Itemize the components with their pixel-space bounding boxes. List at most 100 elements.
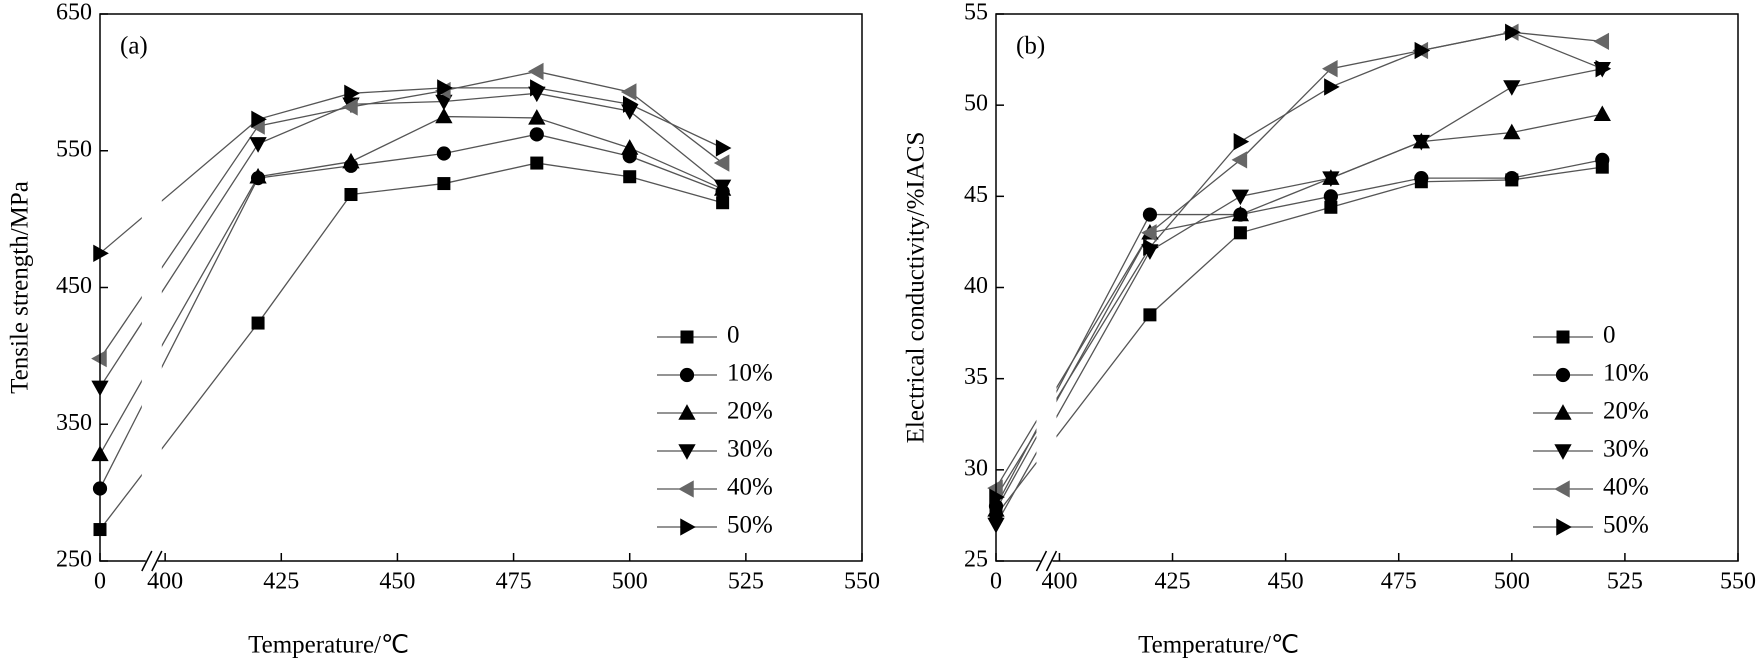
legend-marker xyxy=(678,404,696,420)
data-point xyxy=(344,84,360,102)
data-point xyxy=(1233,226,1247,240)
y-axis-label: Tensile strength/MPa xyxy=(7,181,34,394)
y-tick-label: 350 xyxy=(56,410,92,436)
x-tick-label: 450 xyxy=(1268,569,1304,595)
data-point xyxy=(1141,224,1157,242)
x-axis-label: Temperature/℃ xyxy=(248,632,409,659)
legend-label: 10% xyxy=(1603,360,1649,387)
data-point xyxy=(1595,152,1610,167)
x-tick-label: 500 xyxy=(1494,569,1530,595)
series-line xyxy=(995,166,1603,516)
legend-marker xyxy=(680,330,694,344)
legend-label: 40% xyxy=(1603,474,1649,501)
x-tick-label: 525 xyxy=(728,569,764,595)
data-point xyxy=(342,98,358,116)
data-point xyxy=(530,156,544,170)
axis-break-gap xyxy=(145,558,158,564)
y-tick-label: 45 xyxy=(964,182,988,208)
data-point xyxy=(251,316,265,330)
data-point xyxy=(1503,123,1521,140)
data-point xyxy=(1322,171,1340,187)
x-tick-label: 400 xyxy=(1041,569,1077,595)
data-point xyxy=(91,349,107,368)
y-tick-label: 550 xyxy=(56,136,92,162)
data-point xyxy=(344,188,358,202)
legend-marker xyxy=(1556,518,1572,536)
x-tick-label: 550 xyxy=(844,569,880,595)
data-point xyxy=(1142,207,1158,222)
data-point xyxy=(342,152,360,169)
x-tick-label: 0 xyxy=(990,569,1002,595)
legend-label: 50% xyxy=(727,512,773,539)
data-point xyxy=(1231,189,1250,206)
data-point xyxy=(93,244,109,262)
x-tick-label: 450 xyxy=(379,569,415,595)
series-line xyxy=(99,115,723,455)
panel-label: (a) xyxy=(120,33,148,60)
data-point xyxy=(249,167,267,184)
axis-break-mark xyxy=(141,550,153,572)
panel-label: (b) xyxy=(1016,33,1045,60)
legend-label: 30% xyxy=(1603,436,1649,463)
series-line xyxy=(995,31,1603,489)
legend-label: 50% xyxy=(1603,512,1649,539)
y-tick-label: 35 xyxy=(964,364,988,390)
x-tick-label: 400 xyxy=(147,569,183,595)
data-point xyxy=(1593,32,1610,50)
data-point xyxy=(437,177,451,191)
data-point xyxy=(620,83,637,101)
y-tick-label: 250 xyxy=(56,547,92,573)
series-line xyxy=(99,162,723,530)
axis-break-mask xyxy=(141,15,162,561)
x-tick-label: 525 xyxy=(1607,569,1643,595)
y-tick-label: 50 xyxy=(964,91,988,117)
axis-break-mask xyxy=(1036,15,1057,561)
legend-marker xyxy=(1554,480,1570,498)
axis-break-mark xyxy=(1035,550,1048,572)
axis-break-mark xyxy=(1045,550,1058,572)
data-point xyxy=(1593,105,1611,122)
x-tick-label: 425 xyxy=(1155,569,1191,595)
legend-marker xyxy=(679,367,695,383)
data-point xyxy=(1233,132,1250,151)
legend-marker xyxy=(1554,404,1572,420)
axis-break-mark xyxy=(151,550,163,572)
y-tick-label: 30 xyxy=(964,455,988,481)
series-line xyxy=(995,31,1603,498)
series-line xyxy=(99,92,724,388)
data-point xyxy=(621,139,639,155)
data-point xyxy=(528,109,546,125)
legend-marker xyxy=(1556,330,1570,344)
legend-label: 20% xyxy=(1603,398,1649,425)
legend-marker xyxy=(1554,444,1572,460)
data-point xyxy=(437,79,453,97)
x-tick-label: 475 xyxy=(496,569,532,595)
data-point xyxy=(622,95,639,113)
data-point xyxy=(1505,23,1521,41)
x-axis-label: Temperature/℃ xyxy=(1138,632,1299,659)
y-tick-label: 40 xyxy=(964,273,988,299)
legend-label: 10% xyxy=(727,360,773,387)
data-point xyxy=(1504,171,1519,186)
data-point xyxy=(715,139,732,157)
series-line xyxy=(995,159,1603,507)
legend-label: 0 xyxy=(1603,322,1616,349)
data-point xyxy=(1322,60,1338,78)
legend-marker xyxy=(678,444,696,460)
data-point xyxy=(1412,134,1430,151)
data-point xyxy=(249,137,267,153)
data-point xyxy=(251,110,267,128)
data-point xyxy=(1324,78,1340,96)
data-point xyxy=(1595,60,1612,78)
data-point xyxy=(1143,308,1157,322)
x-tick-label: 550 xyxy=(1720,569,1756,595)
data-point xyxy=(713,154,730,172)
x-tick-label: 0 xyxy=(94,569,106,595)
data-point xyxy=(527,62,544,81)
legend-label: 30% xyxy=(727,436,773,463)
data-point xyxy=(1503,80,1521,96)
legend-label: 0 xyxy=(727,322,740,349)
y-axis-label: Electrical conductivity/%IACS xyxy=(903,132,930,444)
x-tick-label: 500 xyxy=(612,569,648,595)
